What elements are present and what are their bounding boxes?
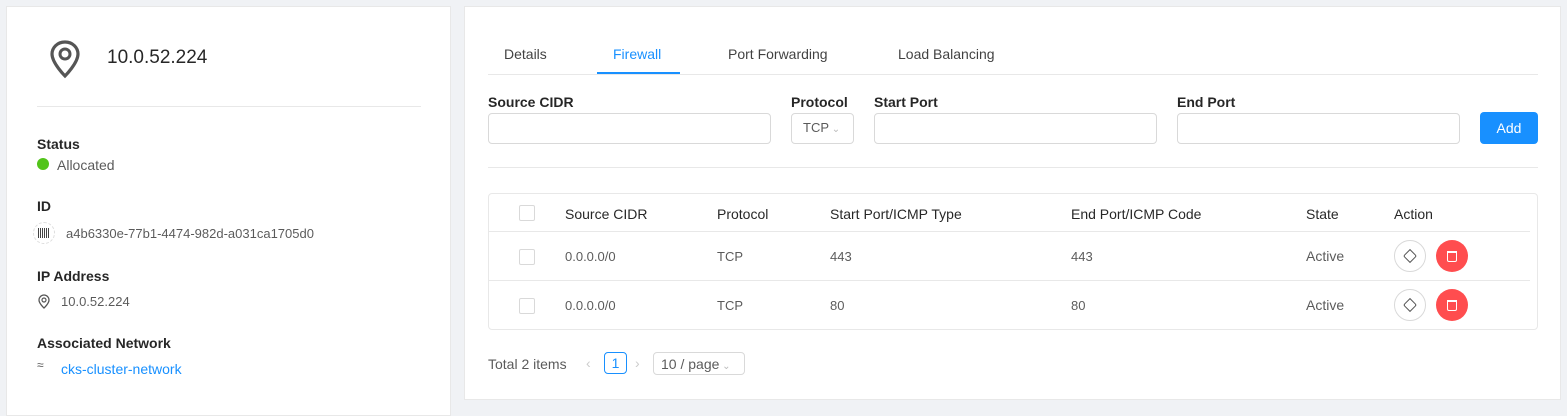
protocol-cell: TCP xyxy=(717,249,743,264)
wifi-icon: ≈ xyxy=(37,358,44,372)
ip-address-value: 10.0.52.224 xyxy=(61,294,130,309)
start-port-input[interactable] xyxy=(874,113,1157,144)
row-divider xyxy=(489,280,1530,281)
associated-network-link[interactable]: cks-cluster-network xyxy=(61,361,182,377)
tabs-divider xyxy=(488,74,1538,75)
edit-tags-button[interactable] xyxy=(1394,240,1426,272)
firewall-card xyxy=(464,6,1561,400)
delete-icon xyxy=(1447,299,1457,311)
id-value: a4b6330e-77b1-4474-982d-a031ca1705d0 xyxy=(66,226,314,241)
end-port-label: End Port xyxy=(1177,94,1236,110)
row-checkbox[interactable] xyxy=(519,249,535,265)
divider xyxy=(37,106,421,107)
barcode-icon xyxy=(33,222,55,244)
source-cidr-input[interactable] xyxy=(488,113,771,144)
end-port-input[interactable] xyxy=(1177,113,1460,144)
chevron-down-icon: ⌄ xyxy=(719,361,731,372)
status-value: Allocated xyxy=(57,157,115,173)
prev-page-icon[interactable]: ‹ xyxy=(586,355,591,371)
resource-summary-card: 10.0.52.224 Status Allocated ID a4b6330e… xyxy=(6,6,451,416)
protocol-cell: TCP xyxy=(717,298,743,313)
tab-firewall[interactable]: Firewall xyxy=(613,46,662,62)
chevron-down-icon: ⌄ xyxy=(829,124,841,135)
status-dot xyxy=(37,158,49,170)
column-header-protocol[interactable]: Protocol xyxy=(717,206,769,222)
delete-icon xyxy=(1447,250,1457,262)
start-port-cell: 80 xyxy=(830,298,845,313)
column-header-action: Action xyxy=(1394,206,1433,222)
tag-icon xyxy=(1402,297,1418,313)
total-items: Total 2 items xyxy=(488,356,567,372)
protocol-select[interactable]: TCP ⌄ xyxy=(791,113,854,144)
environment-icon xyxy=(50,40,80,79)
add-button[interactable]: Add xyxy=(1480,112,1538,144)
resource-title: 10.0.52.224 xyxy=(107,47,208,68)
state-cell: Active xyxy=(1306,297,1345,313)
start-port-cell: 443 xyxy=(830,249,852,264)
environment-icon xyxy=(38,294,50,309)
start-port-label: Start Port xyxy=(874,94,938,110)
protocol-value: TCP xyxy=(803,120,829,135)
column-header-state[interactable]: State xyxy=(1306,206,1339,222)
id-label: ID xyxy=(37,198,51,214)
delete-rule-button[interactable] xyxy=(1436,240,1468,272)
page-size-select[interactable]: 10 / page ⌄ xyxy=(653,352,745,375)
state-cell: Active xyxy=(1306,248,1345,264)
tab-port-forwarding[interactable]: Port Forwarding xyxy=(728,46,828,62)
page-1[interactable]: 1 xyxy=(604,352,627,374)
tag-icon xyxy=(1402,248,1418,264)
select-all-checkbox[interactable] xyxy=(519,205,535,221)
associated-network-label: Associated Network xyxy=(37,335,171,351)
firewall-rules-table xyxy=(488,193,1538,330)
protocol-label: Protocol xyxy=(791,94,848,110)
source-cidr-cell: 0.0.0.0/0 xyxy=(565,249,616,264)
status-label: Status xyxy=(37,136,80,152)
next-page-icon[interactable]: › xyxy=(635,355,640,371)
tab-load-balancing[interactable]: Load Balancing xyxy=(898,46,995,62)
end-port-cell: 443 xyxy=(1071,249,1093,264)
tab-details[interactable]: Details xyxy=(504,46,547,62)
source-cidr-cell: 0.0.0.0/0 xyxy=(565,298,616,313)
delete-rule-button[interactable] xyxy=(1436,289,1468,321)
row-checkbox[interactable] xyxy=(519,298,535,314)
source-cidr-label: Source CIDR xyxy=(488,94,574,110)
column-header-source-cidr[interactable]: Source CIDR xyxy=(565,206,648,222)
ip-address-label: IP Address xyxy=(37,268,110,284)
page-size-value: 10 / page xyxy=(661,356,720,372)
active-tab-ink xyxy=(597,72,680,74)
edit-tags-button[interactable] xyxy=(1394,289,1426,321)
form-divider xyxy=(488,167,1538,168)
row-divider xyxy=(489,231,1530,232)
column-header-start-port[interactable]: Start Port/ICMP Type xyxy=(830,206,962,222)
end-port-cell: 80 xyxy=(1071,298,1086,313)
column-header-end-port[interactable]: End Port/ICMP Code xyxy=(1071,206,1202,222)
